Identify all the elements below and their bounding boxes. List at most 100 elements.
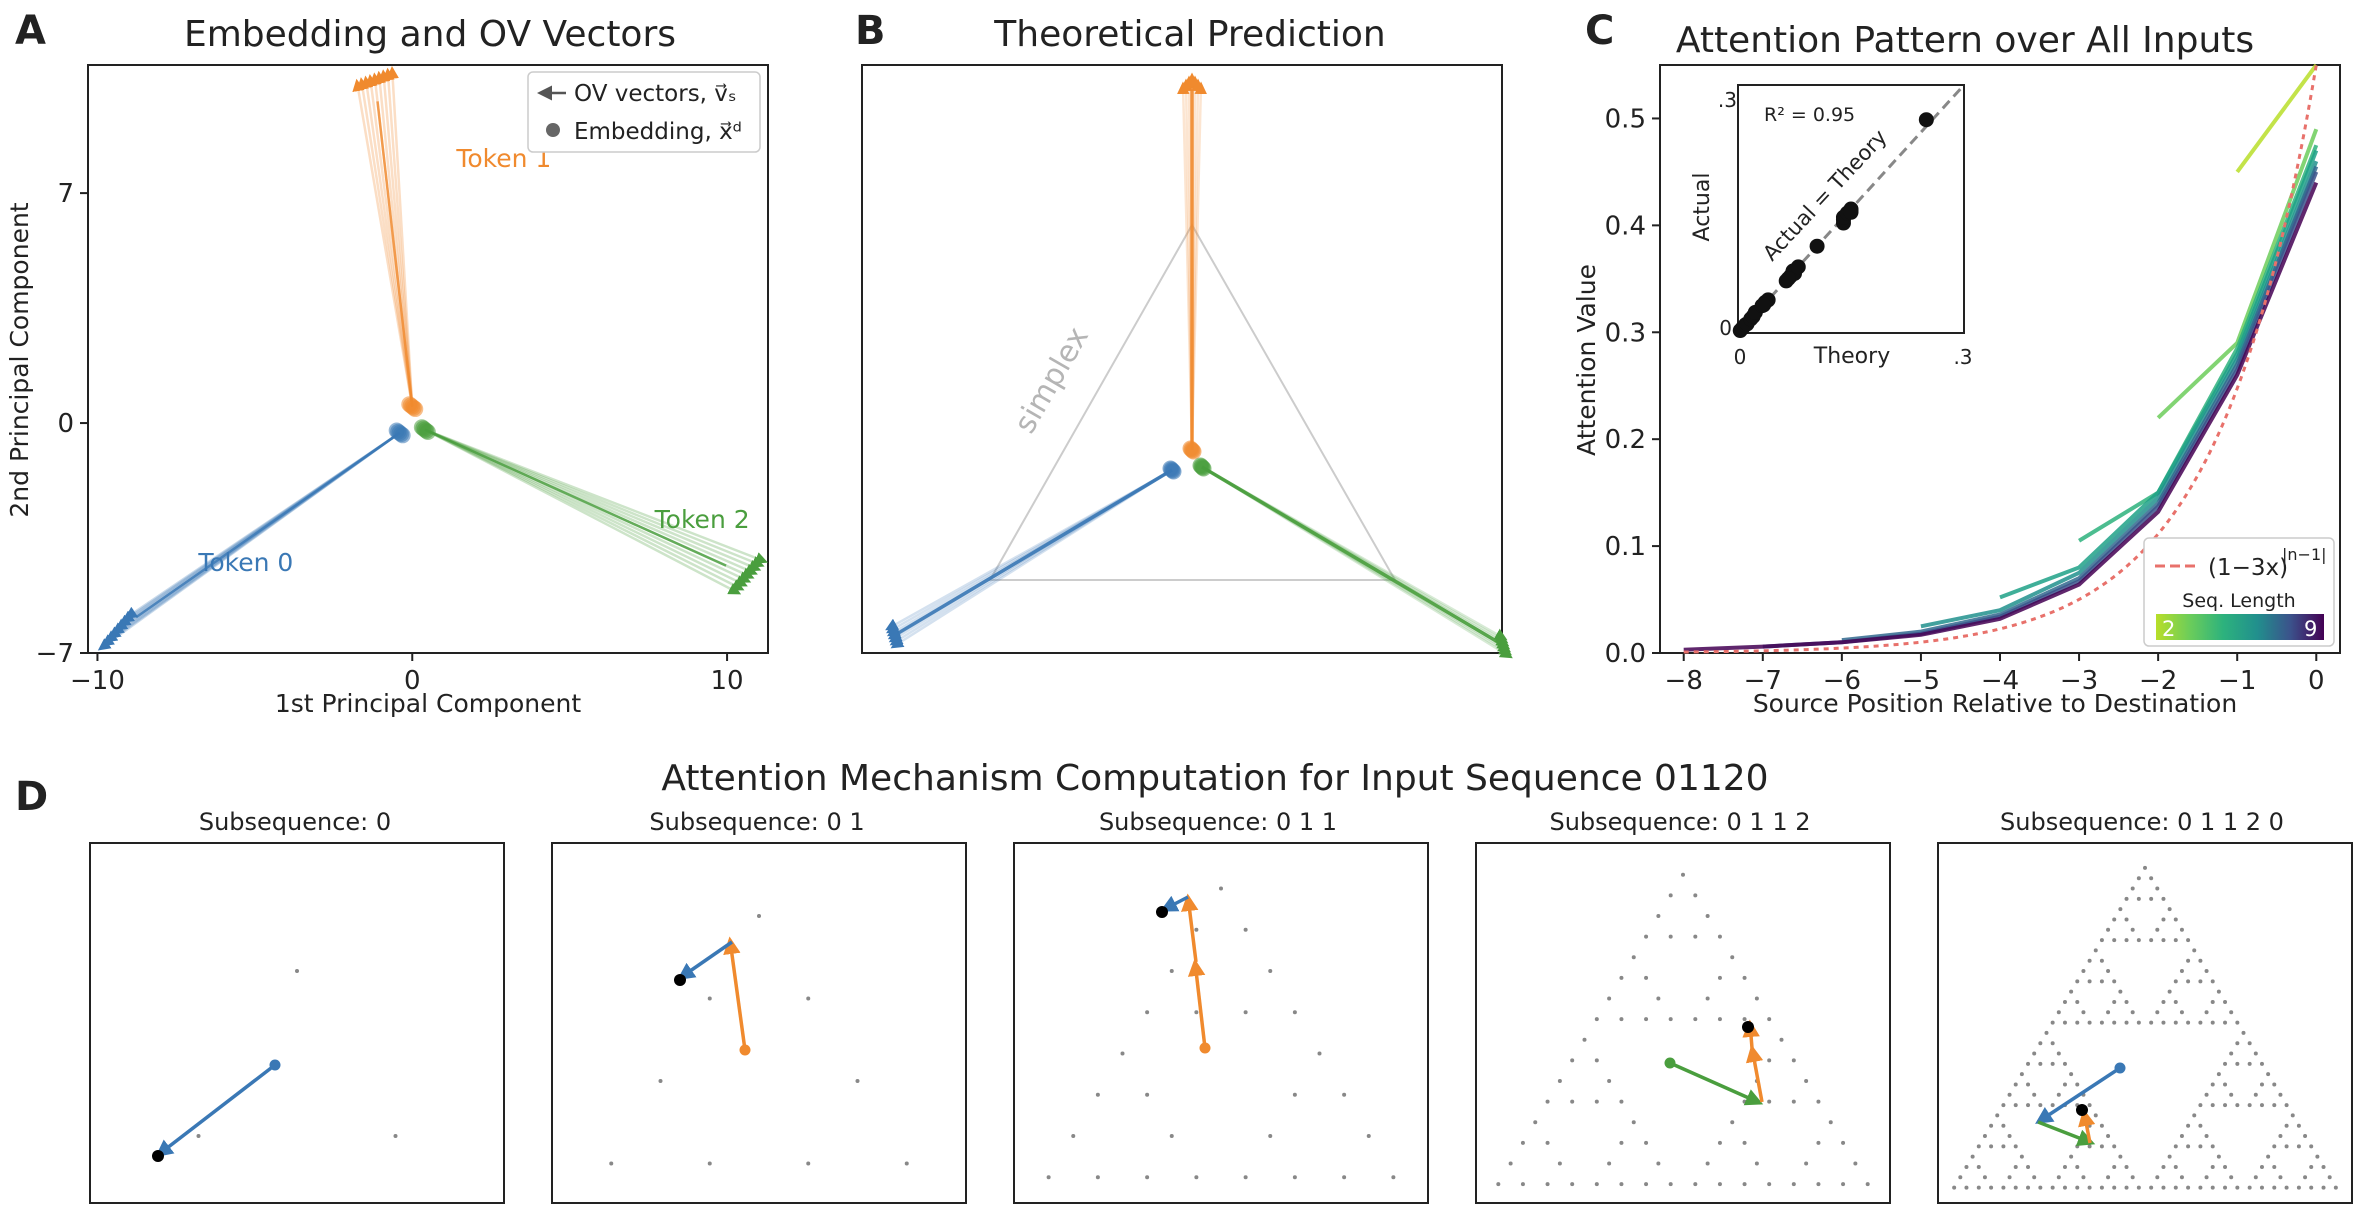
series-line — [1999, 149, 2319, 600]
inset-points — [1732, 112, 1934, 339]
subpanel-frame — [551, 842, 967, 1204]
point-dot — [2075, 999, 2080, 1004]
point-dot — [2081, 1010, 2086, 1015]
point-dot — [1292, 1010, 1297, 1015]
point-dot — [1607, 996, 1612, 1001]
point-dot — [2167, 1154, 2172, 1159]
point-dot — [1644, 1182, 1649, 1187]
point-dot — [2272, 1082, 2277, 1087]
point-dot — [707, 1161, 712, 1166]
point-dot — [2186, 1123, 2191, 1128]
point-dot — [1366, 1134, 1371, 1138]
point-dot — [2050, 1061, 2055, 1066]
point-dot — [2155, 886, 2160, 891]
panel-a-xtick: 0 — [404, 666, 421, 696]
point-dot — [2173, 1020, 2178, 1025]
point-dot — [2309, 1144, 2314, 1149]
ov-vector — [424, 428, 765, 568]
point-dot — [1545, 1140, 1550, 1145]
point-dot — [2216, 1154, 2221, 1159]
point-dot — [2124, 1185, 2129, 1190]
point-dot — [1656, 914, 1661, 918]
ov-vector — [424, 428, 727, 567]
embedding-point — [394, 427, 411, 444]
point-dot — [2056, 1010, 2061, 1015]
ov-vector — [424, 428, 768, 564]
point-dot — [1693, 1017, 1698, 1022]
point-dot — [2124, 896, 2129, 901]
point-dot — [2198, 1103, 2203, 1108]
point-dot — [2099, 1020, 2104, 1025]
point-dot — [2069, 1072, 2074, 1077]
panel-c-ticks: −8 −7 −6 −5 −4 −3 −2 −1 00.00.10.20.30.40.5 — [1605, 104, 2325, 696]
y-tick-label: 0.5 — [1605, 104, 1646, 134]
ov-vector — [360, 75, 414, 407]
point-dot — [707, 996, 712, 1001]
point-dot — [855, 1079, 860, 1083]
point-dot — [2235, 1185, 2240, 1190]
point-dot — [2210, 1164, 2215, 1169]
point-dot — [1816, 1099, 1821, 1104]
point-dot — [2087, 1020, 2092, 1025]
point-dot — [2001, 1103, 2006, 1108]
point-dot — [2259, 1164, 2264, 1169]
point-dot — [1964, 1185, 1969, 1190]
point-dot — [1071, 1134, 1076, 1138]
point-dot — [1730, 1120, 1735, 1125]
point-dot — [2210, 1103, 2215, 1108]
colorbar — [2156, 614, 2324, 640]
embedding-point — [1185, 443, 1202, 460]
point-dot — [2130, 1175, 2135, 1180]
point-dot — [1995, 1113, 2000, 1118]
panel-a-xlabel: 1st Principal Component — [275, 689, 581, 718]
subpanel-title: Subsequence: 0 1 1 2 — [1549, 808, 1810, 836]
point-dot — [1496, 1182, 1501, 1187]
point-dot — [2303, 1175, 2308, 1180]
point-dot — [1668, 1017, 1673, 1022]
point-dot — [1742, 1099, 1747, 1104]
point-dot — [2235, 1103, 2240, 1108]
point-dot — [806, 1161, 811, 1166]
ov-vector — [376, 101, 414, 407]
inset-ylabel: Actual — [1690, 173, 1715, 242]
point-dot — [1717, 934, 1722, 939]
point-dot — [1791, 1058, 1796, 1063]
panel-a-ytick: 0 — [57, 409, 74, 439]
point-dot — [1292, 1092, 1297, 1097]
point-dot — [1705, 1161, 1710, 1166]
point-dot — [1145, 1010, 1150, 1015]
point-dot — [2173, 1164, 2178, 1169]
point-dot — [393, 1134, 398, 1138]
step-arrow — [2078, 1108, 2096, 1144]
point-dot — [2026, 1185, 2031, 1190]
point-dot — [1865, 1182, 1870, 1187]
point-dot — [2173, 999, 2178, 1004]
panel-d-letter: D — [15, 774, 48, 820]
point-dot — [2093, 1113, 2098, 1118]
point-dot — [2013, 1103, 2018, 1108]
point-dot — [2210, 1185, 2215, 1190]
point-dot — [1391, 1175, 1396, 1180]
point-dot — [1619, 1099, 1624, 1104]
point-dot — [2161, 1164, 2166, 1169]
point-dot — [1767, 1058, 1772, 1063]
point-dot — [1594, 1182, 1599, 1187]
point-dot — [2278, 1134, 2283, 1138]
point-dot — [2112, 979, 2117, 984]
point-dot — [1520, 1140, 1525, 1145]
point-dot — [2062, 1020, 2067, 1025]
step-arrow — [677, 940, 733, 980]
point-dot — [2075, 979, 2080, 984]
point-dot — [2112, 1020, 2117, 1025]
point-dot — [2290, 1113, 2295, 1118]
point-dot — [1976, 1185, 1981, 1190]
point-dot — [1754, 1161, 1759, 1166]
point-dot — [2026, 1061, 2031, 1066]
point-dot — [2001, 1185, 2006, 1190]
point-dot — [2272, 1144, 2277, 1149]
point-dot — [2179, 1175, 2184, 1180]
point-dot — [2026, 1164, 2031, 1169]
point-dot — [2032, 1051, 2037, 1056]
point-dot — [806, 996, 811, 1001]
point-dot — [1342, 1175, 1347, 1180]
